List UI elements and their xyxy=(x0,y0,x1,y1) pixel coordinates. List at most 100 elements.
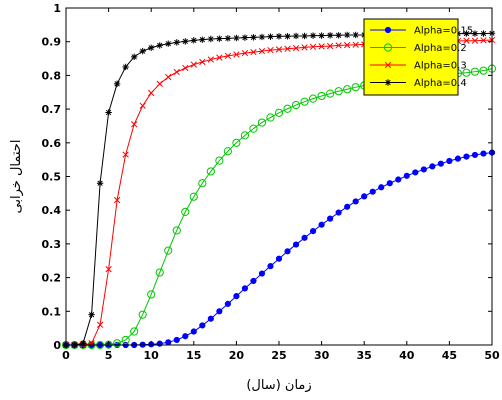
series-line xyxy=(66,152,493,346)
data-point xyxy=(292,44,300,52)
data-point xyxy=(216,308,223,315)
data-point xyxy=(258,33,266,41)
data-point xyxy=(156,80,163,87)
y-tick-label: 0.3 xyxy=(42,238,62,251)
data-point xyxy=(291,100,301,110)
legend-label: Alpha=0.2 xyxy=(414,43,467,54)
data-point xyxy=(463,37,470,44)
data-point xyxy=(309,32,317,39)
data-point xyxy=(318,221,325,228)
data-point xyxy=(216,54,223,61)
data-point xyxy=(250,48,257,56)
data-point xyxy=(199,58,206,66)
data-point xyxy=(383,43,393,52)
data-point xyxy=(309,43,317,50)
y-tick-label: 0.8 xyxy=(42,69,62,82)
data-point xyxy=(182,333,189,340)
data-point xyxy=(139,47,146,55)
data-point xyxy=(165,339,172,346)
data-point xyxy=(122,63,129,71)
data-point xyxy=(480,37,487,44)
data-point xyxy=(395,176,402,183)
data-point xyxy=(206,167,215,176)
data-point xyxy=(138,310,147,319)
data-point xyxy=(113,339,122,348)
y-tick-label: 0.2 xyxy=(42,272,62,285)
data-point xyxy=(463,30,470,37)
data-point xyxy=(96,180,104,187)
data-point xyxy=(172,226,181,235)
data-point xyxy=(343,85,352,94)
legend-item: Alpha=0.15 xyxy=(370,26,473,37)
data-point xyxy=(233,293,240,300)
data-point xyxy=(250,277,257,285)
data-point xyxy=(131,121,138,128)
data-point xyxy=(267,46,274,54)
data-point xyxy=(257,118,267,127)
data-point xyxy=(454,155,462,162)
data-point xyxy=(113,80,121,88)
data-point xyxy=(155,268,164,277)
data-point xyxy=(164,246,173,255)
data-point xyxy=(165,73,172,81)
data-point xyxy=(224,300,231,307)
data-point xyxy=(105,266,112,273)
x-tick-label: 10 xyxy=(144,349,160,362)
data-point xyxy=(182,64,189,72)
data-point xyxy=(292,32,300,40)
data-point xyxy=(105,109,112,116)
data-point xyxy=(471,151,479,159)
data-point xyxy=(318,43,325,50)
series-line xyxy=(66,68,493,346)
data-point xyxy=(250,34,257,41)
data-point xyxy=(207,56,214,63)
data-point xyxy=(462,68,471,77)
data-point xyxy=(79,340,87,347)
data-point xyxy=(420,166,427,173)
data-point xyxy=(224,35,232,42)
data-point xyxy=(130,53,138,61)
data-point xyxy=(96,321,104,328)
data-point xyxy=(471,30,479,37)
data-point xyxy=(351,83,360,92)
data-point xyxy=(429,163,436,170)
data-point xyxy=(479,66,488,75)
data-point xyxy=(275,46,283,53)
x-tick-label: 30 xyxy=(314,349,330,362)
x-tick-label: 0 xyxy=(62,349,70,362)
data-point xyxy=(463,153,470,160)
x-tick-label: 5 xyxy=(105,349,113,362)
data-point xyxy=(283,104,292,113)
data-point xyxy=(335,32,342,39)
data-point xyxy=(267,33,274,40)
legend-item: Alpha=0.4 xyxy=(370,78,467,89)
data-point xyxy=(343,31,351,39)
data-point xyxy=(284,45,291,52)
data-point xyxy=(113,196,121,204)
data-point xyxy=(275,33,283,40)
data-point xyxy=(241,285,249,292)
legend: Alpha=0.15 Alpha=0.2 Alpha=0.3 Alpha=0.4 xyxy=(363,18,473,96)
data-point xyxy=(335,209,342,216)
y-tick-label: 1 xyxy=(53,2,61,15)
data-point xyxy=(309,227,317,235)
data-point xyxy=(139,102,146,109)
data-point xyxy=(165,40,172,47)
data-point xyxy=(412,169,419,176)
data-point xyxy=(147,290,156,299)
data-point xyxy=(232,138,241,147)
y-tick-label: 0.7 xyxy=(42,103,62,116)
data-point xyxy=(274,108,284,117)
data-point xyxy=(326,42,334,50)
data-point xyxy=(437,160,444,167)
data-point xyxy=(121,335,130,345)
data-point xyxy=(352,41,359,48)
legend-item: Alpha=0.2 xyxy=(370,43,467,54)
data-point xyxy=(384,26,392,34)
legend-label: Alpha=0.15 xyxy=(414,26,473,37)
x-tick-label: 15 xyxy=(186,349,201,362)
data-point xyxy=(122,151,129,158)
x-tick-label: 25 xyxy=(271,349,286,362)
x-axis-title: زمان (سال) xyxy=(246,378,311,393)
data-point xyxy=(480,150,487,157)
